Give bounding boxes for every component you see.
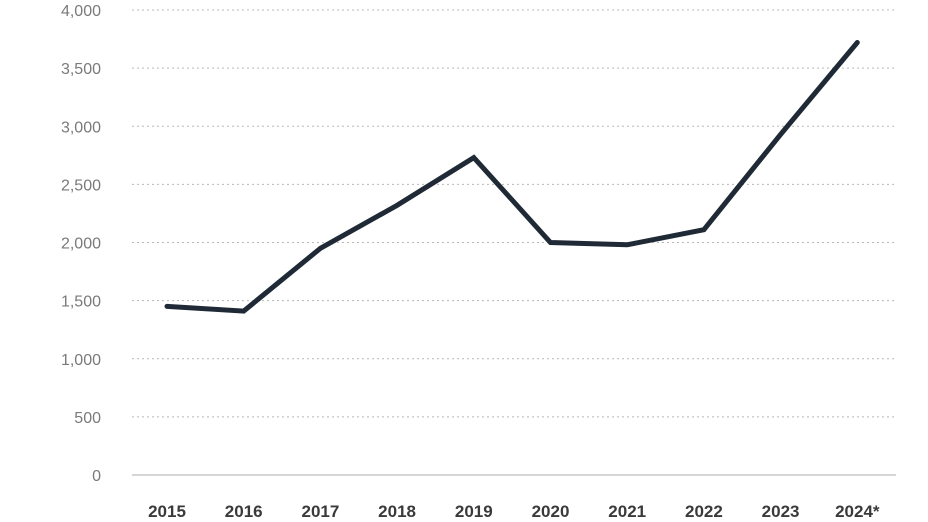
y-tick-label: 2,000 [61, 236, 101, 253]
series-line [164, 40, 860, 314]
y-tick-label: 0 [92, 468, 101, 485]
y-tick-label: 1,000 [61, 352, 101, 369]
x-tick-label: 2021 [608, 502, 646, 521]
x-tick-label: 2016 [225, 502, 263, 521]
x-tick-label: 2022 [685, 502, 723, 521]
y-tick-label: 3,000 [61, 119, 101, 136]
x-tick-label: 2020 [532, 502, 570, 521]
x-tick-label: 2017 [301, 502, 339, 521]
x-tick-label: 2023 [762, 502, 800, 521]
y-tick-label: 1,500 [61, 294, 101, 311]
x-tick-label: 2015 [148, 502, 186, 521]
x-tick-label: 2018 [378, 502, 416, 521]
y-tick-label: 4,000 [61, 3, 101, 20]
y-tick-label: 500 [74, 410, 101, 427]
y-tick-label: 2,500 [61, 177, 101, 194]
y-tick-label: 3,500 [61, 61, 101, 78]
x-tick-label: 2024* [835, 502, 880, 521]
x-tick-label: 2019 [455, 502, 493, 521]
